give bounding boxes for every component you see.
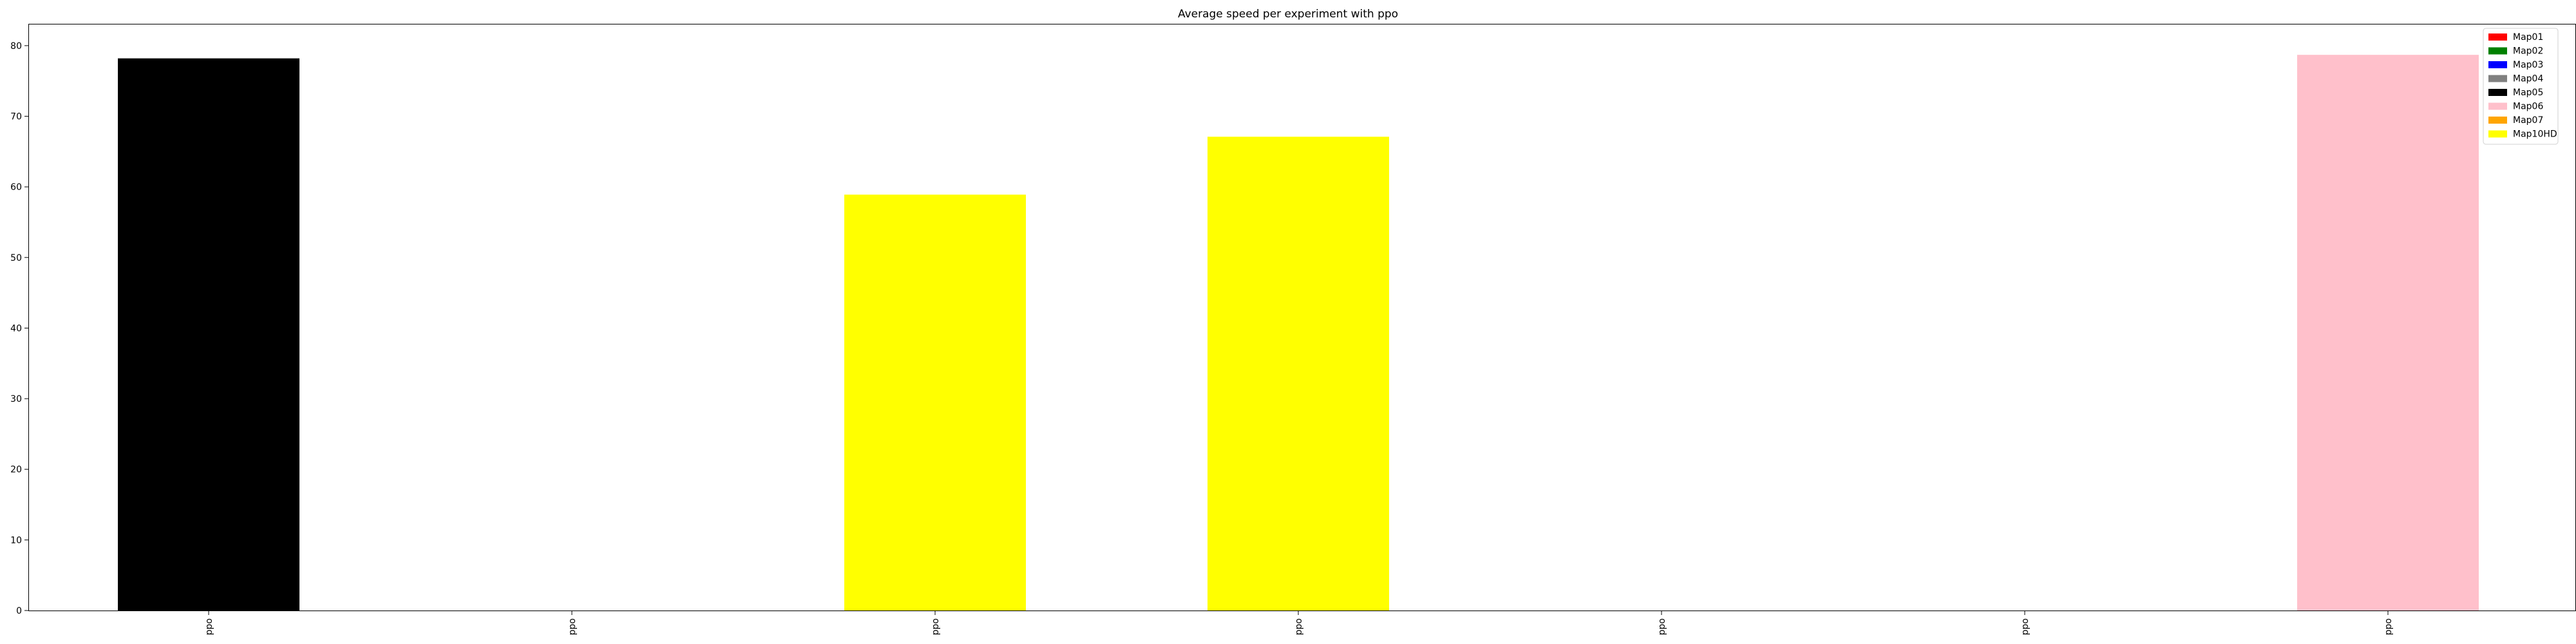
bar-1 bbox=[118, 58, 299, 611]
legend-swatch-map06 bbox=[2488, 102, 2507, 110]
x-tick-label-7: ppo bbox=[2383, 618, 2394, 635]
bars-group bbox=[118, 55, 2479, 611]
legend-label-map06: Map06 bbox=[2513, 102, 2543, 112]
legend-label-map07: Map07 bbox=[2513, 115, 2543, 126]
legend-swatch-map07 bbox=[2488, 117, 2507, 124]
bar-4 bbox=[1208, 137, 1389, 611]
y-tick-label-30: 30 bbox=[10, 394, 22, 404]
y-tick-label-60: 60 bbox=[10, 182, 22, 193]
x-tick-label-3: ppo bbox=[931, 618, 941, 635]
bar-3 bbox=[844, 194, 1026, 611]
y-axis: 0 10 20 30 40 50 60 70 80 bbox=[10, 41, 29, 616]
legend-label-map03: Map03 bbox=[2513, 60, 2543, 70]
y-tick-label-70: 70 bbox=[10, 112, 22, 122]
legend-swatch-map01 bbox=[2488, 33, 2507, 41]
y-tick-label-40: 40 bbox=[10, 323, 22, 334]
x-tick-label-2: ppo bbox=[567, 618, 578, 635]
legend-swatch-map04 bbox=[2488, 75, 2507, 82]
y-tick-label-20: 20 bbox=[10, 465, 22, 475]
legend-swatch-map03 bbox=[2488, 61, 2507, 68]
legend-frame bbox=[2483, 28, 2559, 145]
legend-label-map05: Map05 bbox=[2513, 88, 2543, 98]
y-tick-label-0: 0 bbox=[16, 606, 22, 616]
y-tick-label-80: 80 bbox=[10, 41, 22, 52]
x-tick-label-1: ppo bbox=[204, 618, 214, 635]
legend-swatch-map10hd bbox=[2488, 130, 2507, 138]
chart-title: Average speed per experiment with ppo bbox=[1178, 8, 1398, 21]
x-tick-label-6: ppo bbox=[2020, 618, 2031, 635]
legend: Map01 Map02 Map03 Map04 Map05 Map06 Map07 Map10… bbox=[2483, 28, 2559, 145]
bar-7 bbox=[2297, 55, 2479, 611]
legend-label-map01: Map01 bbox=[2513, 32, 2543, 43]
legend-swatch-map05 bbox=[2488, 89, 2507, 96]
x-tick-label-5: ppo bbox=[1657, 618, 1667, 635]
x-tick-label-4: ppo bbox=[1294, 618, 1304, 635]
y-tick-label-10: 10 bbox=[10, 535, 22, 545]
legend-label-map04: Map04 bbox=[2513, 74, 2543, 84]
y-tick-label-50: 50 bbox=[10, 253, 22, 263]
x-axis: ppo ppo ppo ppo ppo ppo ppo bbox=[204, 611, 2394, 635]
legend-label-map02: Map02 bbox=[2513, 46, 2543, 57]
legend-swatch-map02 bbox=[2488, 47, 2507, 55]
legend-label-map10hd: Map10HD bbox=[2513, 129, 2557, 140]
